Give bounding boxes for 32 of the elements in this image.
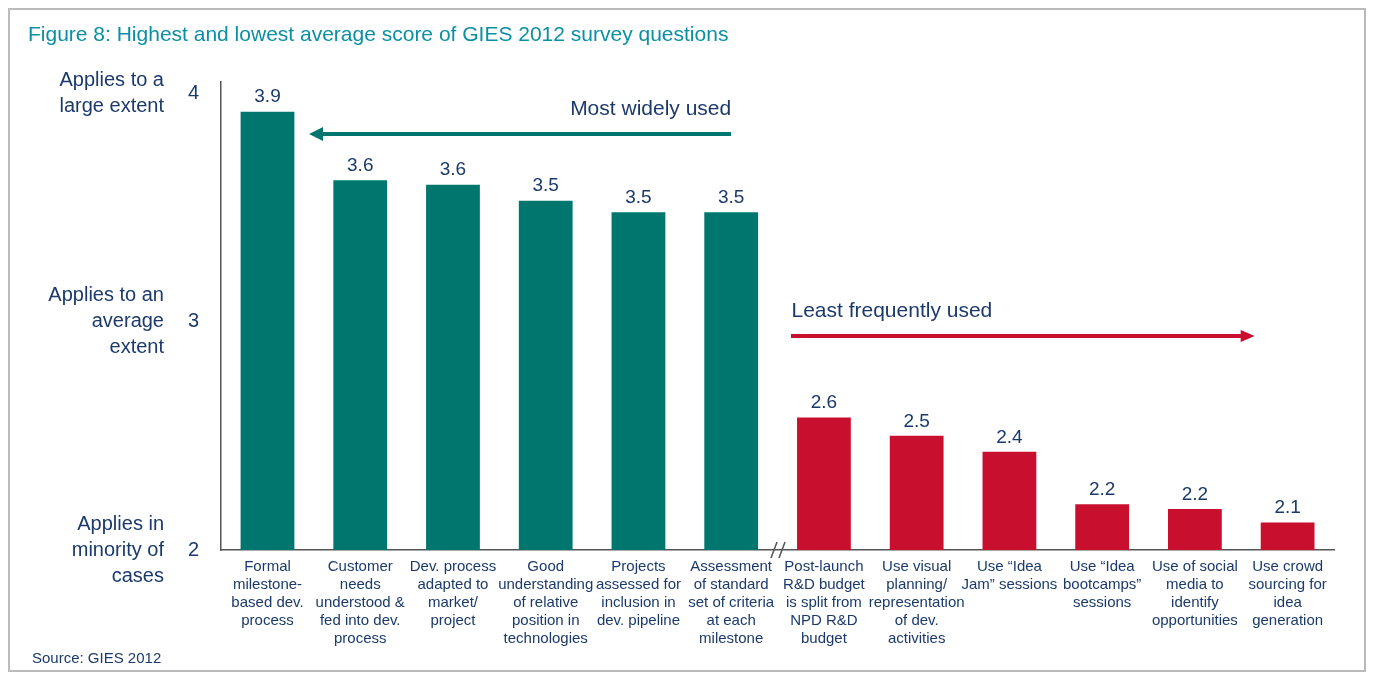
data-label: 3.5: [625, 185, 652, 207]
x-tick-label: Good understanding of relative position in technologies: [498, 557, 594, 647]
y-tick-label: 2: [188, 537, 200, 560]
data-label: 2.4: [996, 425, 1024, 447]
x-tick-label: Post-launch R&D budget is split from NPD R&D budget: [783, 557, 866, 647]
y-tick-label: 3: [188, 309, 200, 332]
x-tick-label: Dev. process adapted to market/ project: [409, 557, 497, 629]
y-tick-label: 4: [188, 80, 200, 103]
annotation: Least frequently used: [791, 298, 993, 322]
x-tick-label: Use of social media to identify opportunities: [1151, 557, 1238, 629]
text: Applies to an average extent: [48, 283, 165, 358]
x-tick-label: Projects assessed for inclusion in dev. pipeline: [595, 557, 681, 629]
data-label: 3.6: [439, 158, 467, 180]
data-label: 2.2: [1088, 478, 1116, 500]
x-tick-label: Use “Idea bootcamps” sessions: [1062, 557, 1142, 611]
data-label: 3.9: [254, 85, 281, 107]
x-tick-label: Assessment of standard set of criteria at each milestone: [688, 557, 775, 647]
data-label: 3.5: [717, 185, 745, 207]
data-label: 2.6: [810, 391, 838, 413]
data-label: 3.6: [347, 153, 374, 175]
annotation: Most widely used: [570, 96, 732, 120]
data-label: 2.2: [1181, 482, 1209, 504]
x-tick-label: Customer needs understood & fed into dev. process: [315, 557, 405, 647]
text: Applies to a large extent: [59, 67, 165, 116]
text: Applies in minority of cases: [71, 511, 165, 586]
data-label: 2.1: [1274, 496, 1301, 518]
chart-title: Figure 8: Highest and lowest average score of GIES 2012 survey questions: [28, 22, 729, 46]
source-note: Source: GIES 2012: [32, 649, 162, 666]
data-label: 3.5: [532, 174, 559, 196]
x-tick-label: Use crowd sourcing for idea generation: [1248, 557, 1327, 629]
x-tick-label: Formal milestone-based dev. process: [231, 557, 304, 629]
data-label: 2.5: [903, 409, 930, 431]
